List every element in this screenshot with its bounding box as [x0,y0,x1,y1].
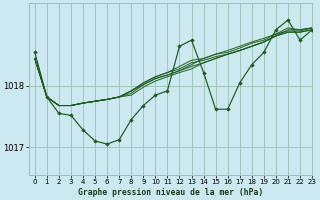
X-axis label: Graphe pression niveau de la mer (hPa): Graphe pression niveau de la mer (hPa) [78,188,263,197]
